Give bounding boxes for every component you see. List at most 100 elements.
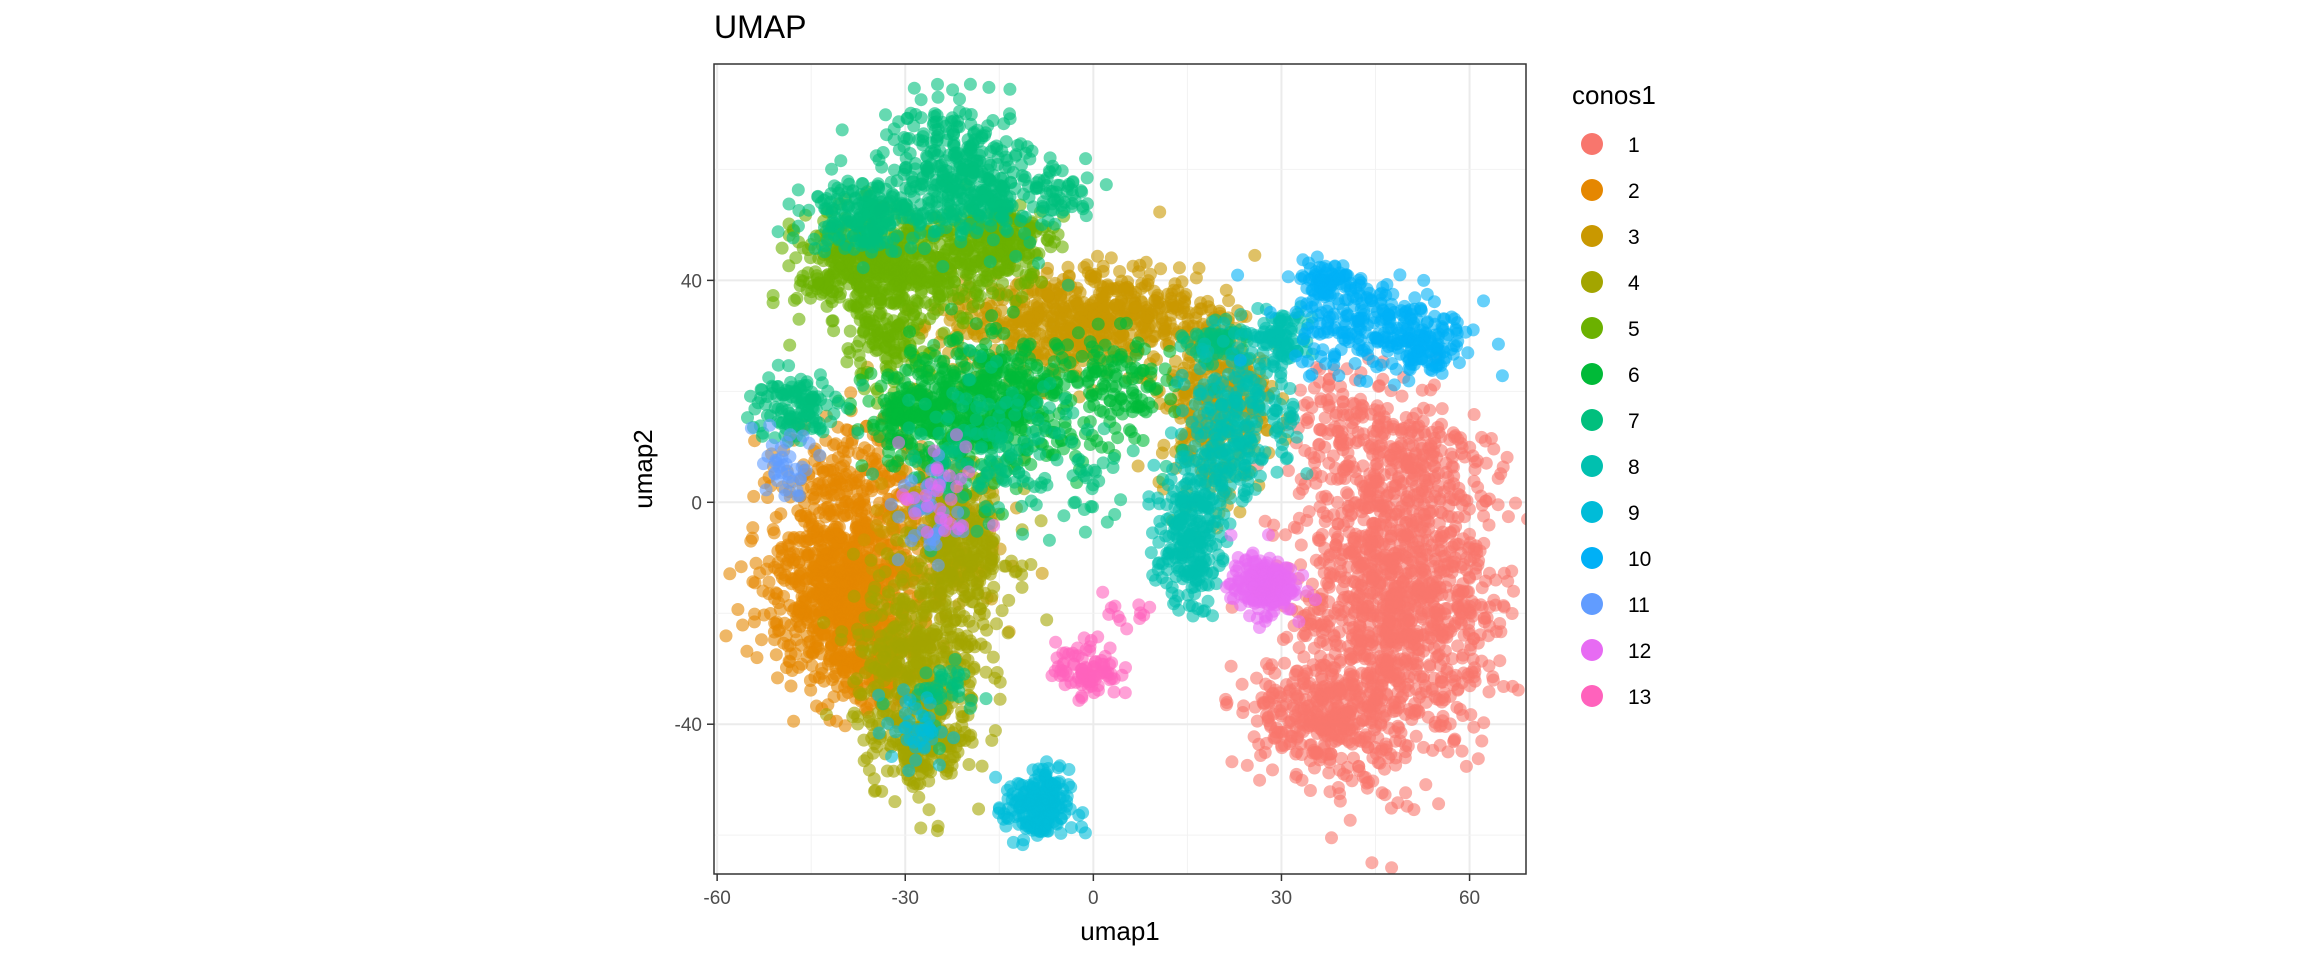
data-point: [1382, 614, 1396, 628]
data-point: [1477, 716, 1491, 730]
data-point: [1462, 616, 1476, 630]
data-point: [1410, 656, 1424, 670]
data-point: [827, 571, 841, 585]
data-point: [1387, 547, 1401, 561]
data-point: [857, 754, 871, 768]
data-point: [1347, 751, 1360, 765]
data-point: [1318, 541, 1332, 555]
data-point: [1236, 706, 1250, 719]
data-point: [1464, 638, 1478, 652]
data-point: [1045, 309, 1059, 323]
data-point: [769, 586, 783, 600]
data-point: [780, 661, 793, 675]
data-point: [847, 589, 861, 603]
data-point: [1278, 656, 1291, 670]
data-point: [918, 582, 932, 596]
data-point: [1428, 436, 1442, 450]
data-point: [1395, 389, 1409, 403]
data-point: [810, 603, 824, 616]
data-point: [1509, 496, 1522, 510]
data-point: [1428, 472, 1442, 485]
series-1: [1219, 351, 1526, 874]
data-point: [731, 603, 745, 616]
data-point: [1443, 689, 1457, 703]
data-point: [1064, 306, 1078, 320]
data-point: [1391, 719, 1405, 733]
data-point: [804, 683, 818, 697]
data-point: [1453, 702, 1467, 716]
data-point: [740, 644, 754, 658]
data-point: [880, 764, 894, 778]
data-point: [1348, 605, 1362, 618]
data-point: [1457, 628, 1471, 642]
data-point: [1413, 561, 1427, 575]
data-point: [878, 565, 892, 579]
data-point: [1356, 557, 1370, 571]
data-point: [1219, 698, 1233, 712]
data-point: [1355, 666, 1369, 680]
data-point: [750, 651, 764, 665]
data-point: [846, 710, 860, 724]
data-point: [1382, 604, 1396, 618]
data-point: [922, 803, 936, 817]
data-point: [863, 644, 877, 658]
data-point: [1459, 563, 1473, 577]
data-point: [1015, 559, 1029, 573]
data-point: [1349, 684, 1363, 698]
data-point: [1131, 459, 1145, 473]
data-point: [723, 567, 737, 581]
data-point: [1195, 302, 1209, 316]
data-point: [1437, 485, 1451, 499]
data-point: [1400, 528, 1414, 542]
data-point: [1497, 680, 1511, 693]
data-point: [1340, 408, 1354, 422]
data-point: [1294, 558, 1308, 572]
data-point: [1455, 744, 1469, 758]
data-point: [880, 547, 894, 561]
plot-panel: [713, 63, 1527, 875]
data-point: [1302, 505, 1316, 519]
data-point: [1015, 580, 1029, 594]
data-point: [1319, 489, 1333, 503]
data-point: [1177, 290, 1191, 304]
data-point: [1289, 770, 1303, 784]
data-point: [864, 553, 878, 567]
data-point: [1342, 546, 1356, 560]
data-point: [1263, 679, 1277, 693]
data-point: [1297, 398, 1311, 412]
data-point: [837, 488, 851, 502]
data-point: [1435, 402, 1449, 416]
data-point: [1135, 277, 1149, 291]
data-point: [789, 625, 803, 639]
data-point: [1325, 831, 1338, 845]
data-point: [1415, 603, 1429, 617]
data-point: [1433, 565, 1447, 579]
data-point: [875, 477, 889, 491]
data-point: [1145, 308, 1159, 322]
data-point: [935, 650, 949, 664]
data-point: [1482, 518, 1496, 532]
data-point: [1389, 479, 1403, 493]
data-point: [1084, 269, 1098, 283]
data-point: [1403, 452, 1417, 466]
data-point: [1189, 271, 1203, 285]
data-point: [1421, 490, 1435, 504]
data-point: [1322, 456, 1336, 470]
data-point: [1398, 652, 1412, 666]
data-point: [817, 616, 831, 630]
data-point: [1148, 319, 1162, 333]
data-point: [798, 507, 812, 521]
data-point: [1441, 471, 1455, 484]
data-point: [890, 623, 904, 637]
data-point: [1399, 738, 1413, 752]
data-point: [1332, 688, 1346, 702]
scatter-points: [719, 77, 1526, 874]
data-point: [1427, 378, 1441, 392]
data-point: [748, 607, 762, 621]
data-point: [1427, 459, 1441, 473]
data-point: [1450, 583, 1463, 597]
data-point: [827, 509, 841, 522]
data-point: [1475, 734, 1489, 748]
data-point: [907, 599, 921, 613]
data-point: [1294, 538, 1308, 552]
